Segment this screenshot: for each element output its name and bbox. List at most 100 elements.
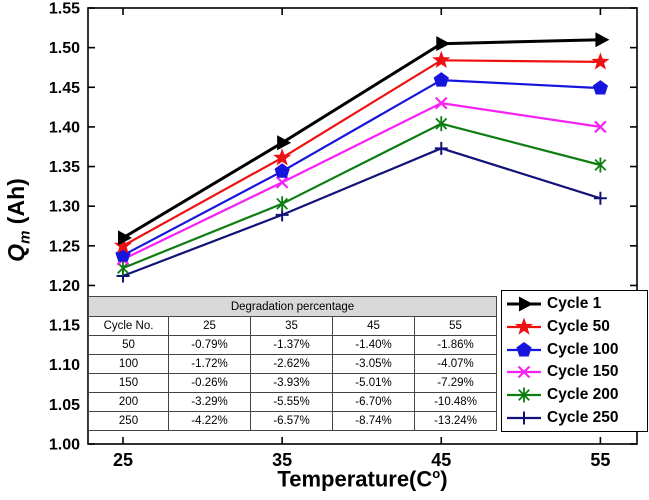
legend-item-cycle-200: Cycle 200 bbox=[506, 384, 647, 406]
table-header-cell: 35 bbox=[250, 316, 333, 336]
x-marker-icon bbox=[275, 176, 289, 189]
pentagon-marker-icon bbox=[433, 72, 449, 87]
asterisk-marker-icon bbox=[276, 196, 289, 212]
legend-item-cycle-250: Cycle 250 bbox=[506, 407, 647, 429]
legend-item-cycle-1: Cycle 1 bbox=[506, 293, 647, 315]
y-axis-label: Qm (Ah) bbox=[3, 120, 34, 320]
star-marker-icon bbox=[432, 50, 451, 69]
table-cell: -3.05% bbox=[332, 354, 415, 374]
table-cell: -1.72% bbox=[168, 354, 251, 374]
table-cell: -0.26% bbox=[168, 373, 251, 393]
triangle-right-marker-icon bbox=[519, 296, 533, 312]
legend-sample-cycle-200 bbox=[507, 387, 541, 403]
x-tick-label: 45 bbox=[431, 450, 451, 470]
x-axis-label-degree: o bbox=[432, 466, 441, 481]
table-cell: -6.57% bbox=[250, 411, 333, 431]
triangle-right-marker-icon bbox=[277, 135, 292, 151]
y-tick-label: 1.05 bbox=[49, 397, 80, 414]
table-cell: -1.40% bbox=[332, 335, 415, 355]
legend-sample-cycle-1 bbox=[507, 296, 541, 312]
y-tick-label: 1.25 bbox=[49, 238, 80, 255]
legend-label: Cycle 1 bbox=[547, 295, 602, 313]
legend-item-cycle-100: Cycle 100 bbox=[506, 339, 647, 361]
table-header-cell: 25 bbox=[168, 316, 251, 336]
legend-sample-cycle-50 bbox=[507, 317, 541, 335]
series-line-cycle-250 bbox=[122, 147, 601, 277]
y-tick-label: 1.55 bbox=[49, 1, 80, 18]
y-tick-label: 1.10 bbox=[49, 357, 80, 374]
star-marker-icon bbox=[514, 317, 534, 335]
plot-frame bbox=[87, 7, 638, 445]
series-line-cycle-200 bbox=[122, 122, 601, 270]
degradation-table: Degradation percentage Cycle No. 25 35 45 55 5… bbox=[87, 296, 498, 431]
series-line-cycle-1 bbox=[122, 38, 601, 240]
table-cell: -1.86% bbox=[413, 335, 498, 355]
legend-sample-cycle-250 bbox=[507, 411, 541, 425]
table-cell: -1.37% bbox=[250, 335, 333, 355]
y-tick-label: 1.50 bbox=[49, 40, 80, 57]
table-cell: -7.29% bbox=[413, 373, 498, 393]
y-tick-label: 1.00 bbox=[49, 437, 80, 454]
table-title-row: Degradation percentage bbox=[87, 296, 498, 317]
table-cell: 150 bbox=[88, 373, 169, 393]
table-cell: -3.29% bbox=[168, 392, 251, 412]
legend-item-cycle-50: Cycle 50 bbox=[506, 316, 647, 338]
legend-label: Cycle 200 bbox=[547, 385, 619, 403]
legend-label: Cycle 250 bbox=[547, 408, 619, 426]
table-cell: -4.22% bbox=[168, 411, 251, 431]
table-cell: -5.55% bbox=[250, 392, 333, 412]
x-marker-icon bbox=[517, 366, 531, 379]
star-marker-icon bbox=[591, 52, 610, 70]
plus-marker-icon bbox=[434, 141, 448, 155]
series-line-cycle-100 bbox=[122, 78, 601, 257]
legend-sample-cycle-150 bbox=[507, 366, 541, 379]
table-row: 200 -3.29% -5.55% -6.70% -10.48% bbox=[88, 392, 498, 412]
asterisk-marker-icon bbox=[594, 157, 607, 173]
x-tick-label: 55 bbox=[590, 450, 610, 470]
legend-label: Cycle 100 bbox=[547, 340, 619, 358]
y-tick-label: 1.45 bbox=[49, 80, 80, 97]
table-title: Degradation percentage bbox=[87, 296, 498, 317]
y-axis-label-unit: (Ah) bbox=[3, 178, 29, 231]
pentagon-marker-icon bbox=[516, 341, 532, 357]
x-tick-label: 25 bbox=[113, 450, 133, 470]
chart-legend: Cycle 1 Cycle 50 Cycle 100 Cycle 150 Cycle 2… bbox=[501, 290, 648, 432]
triangle-right-marker-icon bbox=[595, 32, 610, 48]
y-tick-label: 1.35 bbox=[49, 159, 80, 176]
table-cell: -10.48% bbox=[413, 392, 498, 412]
y-tick-label: 1.40 bbox=[49, 119, 80, 136]
table-cell: -0.79% bbox=[168, 335, 251, 355]
legend-item-cycle-150: Cycle 150 bbox=[506, 361, 647, 383]
triangle-right-marker-icon bbox=[118, 230, 133, 246]
plus-marker-icon bbox=[593, 191, 607, 205]
table-header-row: Cycle No. 25 35 45 55 bbox=[88, 316, 498, 336]
asterisk-marker-icon bbox=[518, 387, 530, 403]
y-tick-label: 1.15 bbox=[49, 318, 80, 335]
star-marker-icon bbox=[273, 148, 292, 166]
table-cell: -6.70% bbox=[332, 392, 415, 412]
series-line-cycle-50 bbox=[122, 59, 601, 247]
table-row: 150 -0.26% -3.93% -5.01% -7.29% bbox=[88, 373, 498, 393]
table-cell: -3.93% bbox=[250, 373, 333, 393]
table-cell: -2.62% bbox=[250, 354, 333, 374]
x-axis-label-text: Temperature(C bbox=[277, 466, 433, 492]
table-cell: -5.01% bbox=[332, 373, 415, 393]
triangle-right-marker-icon bbox=[436, 36, 451, 52]
x-axis-label: Temperature(Co) bbox=[88, 466, 637, 492]
legend-label: Cycle 150 bbox=[547, 363, 619, 381]
x-axis-label-close: ) bbox=[440, 466, 448, 492]
table-cell: -8.74% bbox=[332, 411, 415, 431]
x-marker-icon bbox=[594, 120, 607, 134]
table-cell: 50 bbox=[88, 335, 169, 355]
table-cell: 200 bbox=[88, 392, 169, 412]
y-axis-label-subscript: m bbox=[16, 230, 34, 244]
table-row: 100 -1.72% -2.62% -3.05% -4.07% bbox=[88, 354, 498, 374]
pentagon-marker-icon bbox=[274, 163, 290, 178]
legend-label: Cycle 50 bbox=[547, 317, 610, 335]
table-cell: -4.07% bbox=[413, 354, 498, 374]
y-axis-label-symbol: Q bbox=[3, 243, 29, 262]
degradation-table-wrap: Degradation percentage Cycle No. 25 35 45 55 5… bbox=[87, 296, 498, 431]
table-header-cell: Cycle No. bbox=[88, 316, 169, 336]
plus-marker-icon bbox=[517, 411, 531, 425]
